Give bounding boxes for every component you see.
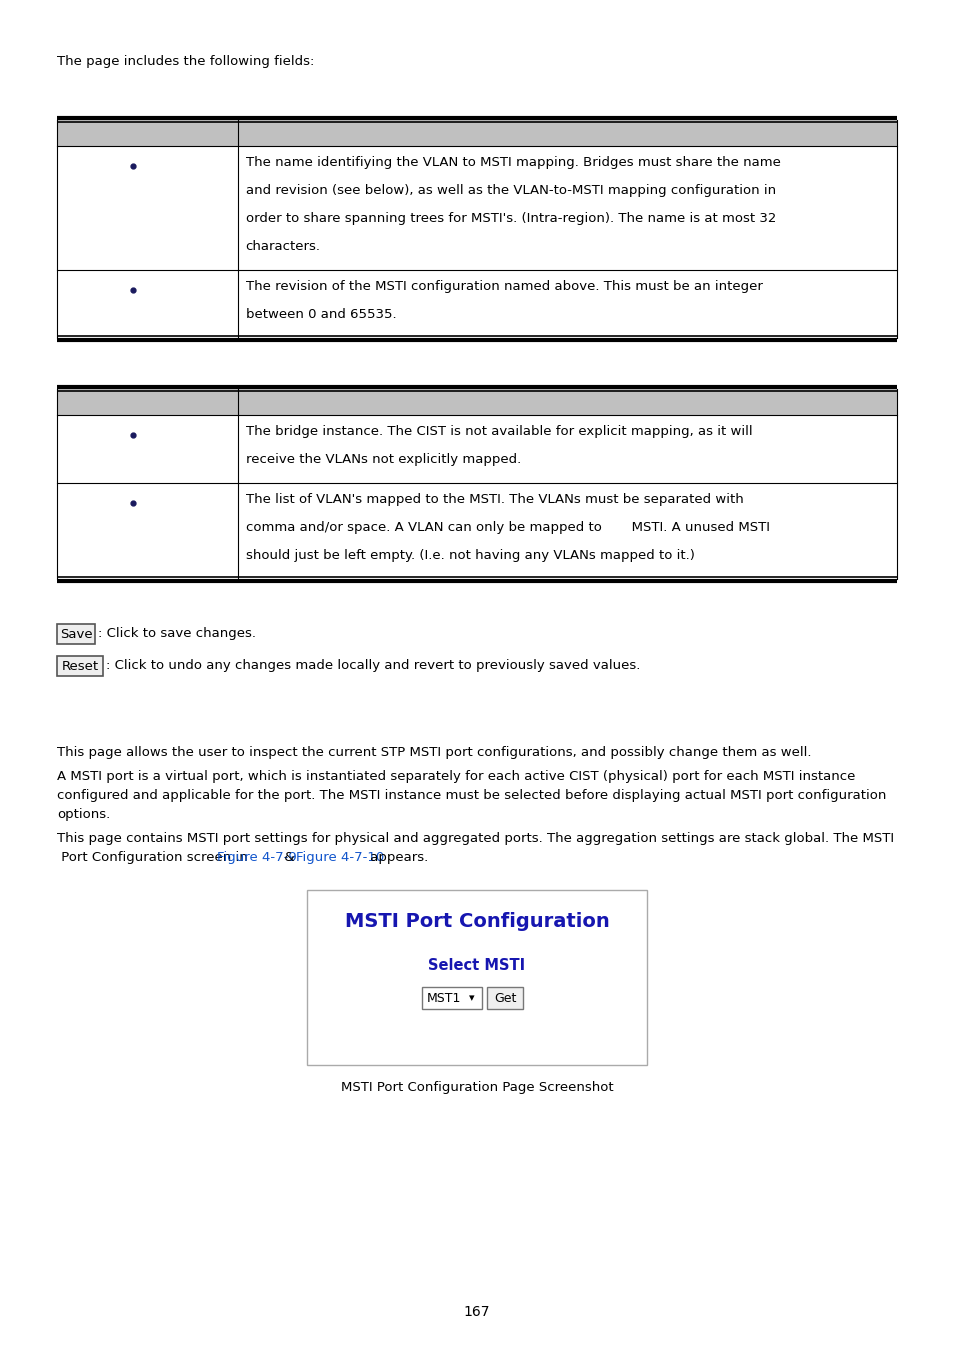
Bar: [237, 414, 896, 483]
Text: The bridge instance. The CIST is not available for explicit mapping, as it will: The bridge instance. The CIST is not ava…: [245, 425, 751, 437]
Text: Figure 4-7-10: Figure 4-7-10: [296, 850, 384, 864]
Bar: [307, 890, 646, 1065]
FancyBboxPatch shape: [57, 656, 103, 676]
Text: appears.: appears.: [365, 850, 427, 864]
Bar: [57, 414, 237, 483]
Text: characters.: characters.: [245, 240, 320, 252]
Bar: [57, 389, 237, 414]
Text: Select MSTI: Select MSTI: [428, 958, 525, 973]
Bar: [237, 270, 896, 338]
Text: between 0 and 65535.: between 0 and 65535.: [245, 308, 395, 321]
Text: comma and/or space. A VLAN can only be mapped to       MSTI. A unused MSTI: comma and/or space. A VLAN can only be m…: [245, 521, 769, 535]
Bar: [237, 389, 896, 414]
Text: should just be left empty. (I.e. not having any VLANs mapped to it.): should just be left empty. (I.e. not hav…: [245, 549, 694, 562]
Text: order to share spanning trees for MSTI's. (Intra-region). The name is at most 32: order to share spanning trees for MSTI's…: [245, 212, 775, 225]
Text: configured and applicable for the port. The MSTI instance must be selected befor: configured and applicable for the port. …: [57, 788, 885, 802]
Text: Save: Save: [60, 628, 92, 640]
Bar: [421, 987, 481, 1008]
Text: The name identifiying the VLAN to MSTI mapping. Bridges must share the name: The name identifiying the VLAN to MSTI m…: [245, 157, 780, 169]
Text: MSTI Port Configuration: MSTI Port Configuration: [344, 913, 609, 931]
Bar: [237, 146, 896, 270]
Text: ▾: ▾: [469, 994, 475, 1003]
Bar: [486, 987, 522, 1008]
Text: Figure 4-7-9: Figure 4-7-9: [216, 850, 296, 864]
Text: 167: 167: [463, 1305, 490, 1319]
Text: This page contains MSTI port settings for physical and aggregated ports. The agg: This page contains MSTI port settings fo…: [57, 832, 893, 845]
Text: Get: Get: [494, 991, 516, 1004]
Text: The revision of the MSTI configuration named above. This must be an integer: The revision of the MSTI configuration n…: [245, 279, 761, 293]
Bar: [57, 270, 237, 338]
Text: MSTI Port Configuration Page Screenshot: MSTI Port Configuration Page Screenshot: [340, 1081, 613, 1094]
Text: A MSTI port is a virtual port, which is instantiated separately for each active : A MSTI port is a virtual port, which is …: [57, 769, 855, 783]
FancyBboxPatch shape: [57, 624, 95, 644]
Bar: [57, 483, 237, 579]
Text: MST1: MST1: [427, 991, 461, 1004]
Text: The list of VLAN's mapped to the MSTI. The VLANs must be separated with: The list of VLAN's mapped to the MSTI. T…: [245, 493, 742, 506]
Text: &: &: [280, 850, 299, 864]
Bar: [237, 120, 896, 146]
Text: The page includes the following fields:: The page includes the following fields:: [57, 55, 314, 68]
Bar: [237, 483, 896, 579]
Text: options.: options.: [57, 809, 111, 821]
Bar: [57, 146, 237, 270]
Text: : Click to save changes.: : Click to save changes.: [98, 628, 255, 640]
Text: Port Configuration screen in: Port Configuration screen in: [57, 850, 252, 864]
Text: receive the VLANs not explicitly mapped.: receive the VLANs not explicitly mapped.: [245, 454, 520, 466]
Text: Reset: Reset: [61, 660, 98, 672]
Text: and revision (see below), as well as the VLAN-to-MSTI mapping configuration in: and revision (see below), as well as the…: [245, 184, 775, 197]
Text: : Click to undo any changes made locally and revert to previously saved values.: : Click to undo any changes made locally…: [106, 660, 639, 672]
Bar: [57, 120, 237, 146]
Text: This page allows the user to inspect the current STP MSTI port configurations, a: This page allows the user to inspect the…: [57, 747, 811, 759]
